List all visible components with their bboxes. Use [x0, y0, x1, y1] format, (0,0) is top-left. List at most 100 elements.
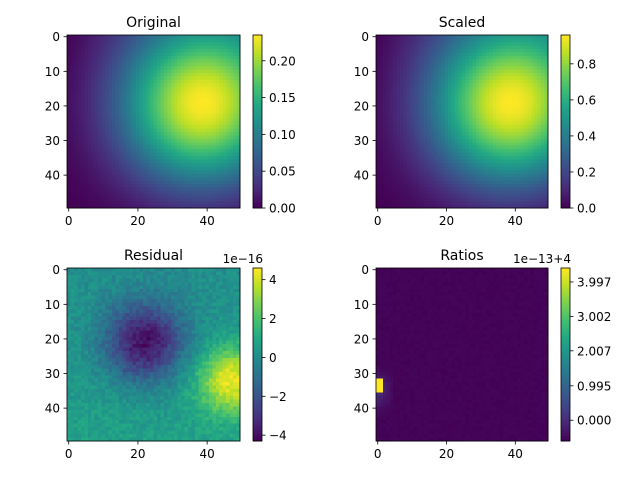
heatmap-cell [386, 66, 391, 70]
heatmap-cell [226, 104, 231, 109]
heatmap-cell [98, 135, 102, 140]
heatmap-cell [205, 73, 210, 77]
heatmap-cell [537, 166, 542, 171]
heatmap-cell [129, 128, 134, 133]
heatmap-cell [386, 197, 391, 202]
heatmap-cell [184, 183, 189, 188]
heatmap-cell [393, 138, 398, 143]
heatmap-cell [406, 48, 411, 53]
heatmap-cell [229, 173, 234, 178]
heatmap-cell [125, 176, 130, 181]
heatmap-cell [136, 83, 141, 88]
heatmap-cell [506, 76, 511, 81]
heatmap-cell [150, 183, 154, 188]
heatmap-cell [465, 145, 470, 150]
heatmap-cell [163, 55, 168, 60]
heatmap-cell [424, 79, 428, 84]
colorbar-segment [253, 59, 262, 63]
heatmap-cell [212, 107, 217, 112]
heatmap-cell [534, 166, 539, 171]
heatmap-cell [87, 55, 92, 60]
heatmap-cell [163, 73, 168, 77]
heatmap-cell [222, 124, 227, 129]
heatmap-cell [393, 156, 398, 160]
heatmap-cell [139, 152, 144, 157]
heatmap-cell [441, 194, 446, 199]
heatmap-cell [413, 180, 418, 185]
heatmap-cell [181, 145, 186, 150]
heatmap-cell [136, 194, 141, 199]
heatmap-cell [534, 121, 539, 126]
heatmap-cell [541, 169, 545, 174]
heatmap-cell [458, 180, 463, 185]
heatmap-cell [492, 69, 497, 74]
heatmap-cell [177, 52, 182, 57]
heatmap-cell [125, 121, 130, 126]
heatmap-cell [427, 135, 432, 140]
heatmap-cell [492, 59, 497, 64]
heatmap-cell [420, 183, 425, 188]
heatmap-cell [534, 169, 539, 174]
heatmap-cell [492, 152, 497, 157]
heatmap-cell [115, 194, 120, 199]
heatmap-cell [118, 121, 123, 126]
heatmap-cell [448, 100, 453, 105]
heatmap-cell [530, 128, 535, 133]
heatmap-cell [482, 121, 487, 126]
heatmap-cell [146, 183, 151, 188]
heatmap-cell [67, 86, 71, 91]
heatmap-cell [386, 83, 391, 88]
heatmap-cell [215, 163, 220, 167]
heatmap-cell [105, 97, 109, 102]
heatmap-cell [136, 183, 141, 188]
heatmap-cell [132, 35, 137, 39]
heatmap-cell [527, 100, 532, 105]
heatmap-cell [403, 156, 408, 160]
heatmap-cell [163, 107, 168, 112]
heatmap-cell [87, 156, 92, 160]
heatmap-cell [205, 90, 210, 95]
heatmap-cell [455, 190, 459, 195]
heatmap-cell [444, 135, 449, 140]
heatmap-cell [472, 55, 477, 60]
heatmap-cell [236, 48, 241, 53]
heatmap-cell [496, 121, 501, 126]
heatmap-cell [510, 83, 514, 88]
heatmap-cell [153, 145, 158, 150]
heatmap-cell [465, 52, 470, 57]
heatmap-cell [236, 83, 241, 88]
heatmap-cell [233, 97, 237, 102]
heatmap-cell [170, 183, 175, 188]
heatmap-cell [475, 107, 480, 112]
heatmap-cell [198, 135, 203, 140]
heatmap-cell [136, 142, 141, 147]
heatmap-cell [486, 107, 490, 112]
heatmap-cell [410, 128, 415, 133]
heatmap-cell [486, 166, 490, 171]
heatmap-cell [215, 76, 220, 81]
heatmap-cell [188, 131, 192, 136]
heatmap-cell [465, 97, 470, 102]
heatmap-cell [472, 156, 477, 160]
heatmap-cell [129, 111, 134, 115]
heatmap-cell [84, 118, 89, 122]
heatmap-cell [163, 121, 168, 126]
heatmap-cell [475, 97, 480, 102]
heatmap-cell [229, 66, 234, 70]
heatmap-cell [177, 62, 182, 67]
heatmap-cell [431, 38, 435, 43]
heatmap-cell [417, 163, 422, 167]
heatmap-cell [229, 52, 234, 57]
heatmap-cell [537, 76, 542, 81]
heatmap-cell [499, 107, 504, 112]
heatmap-cell [427, 183, 432, 188]
heatmap-cell [122, 114, 127, 119]
heatmap-cell [544, 48, 549, 53]
heatmap-cell [413, 163, 418, 167]
heatmap-cell [111, 55, 116, 60]
heatmap-cell [455, 194, 459, 199]
heatmap-cell [219, 190, 224, 195]
heatmap-cell [212, 169, 217, 174]
heatmap-cell [77, 166, 82, 171]
heatmap-cell [67, 131, 71, 136]
